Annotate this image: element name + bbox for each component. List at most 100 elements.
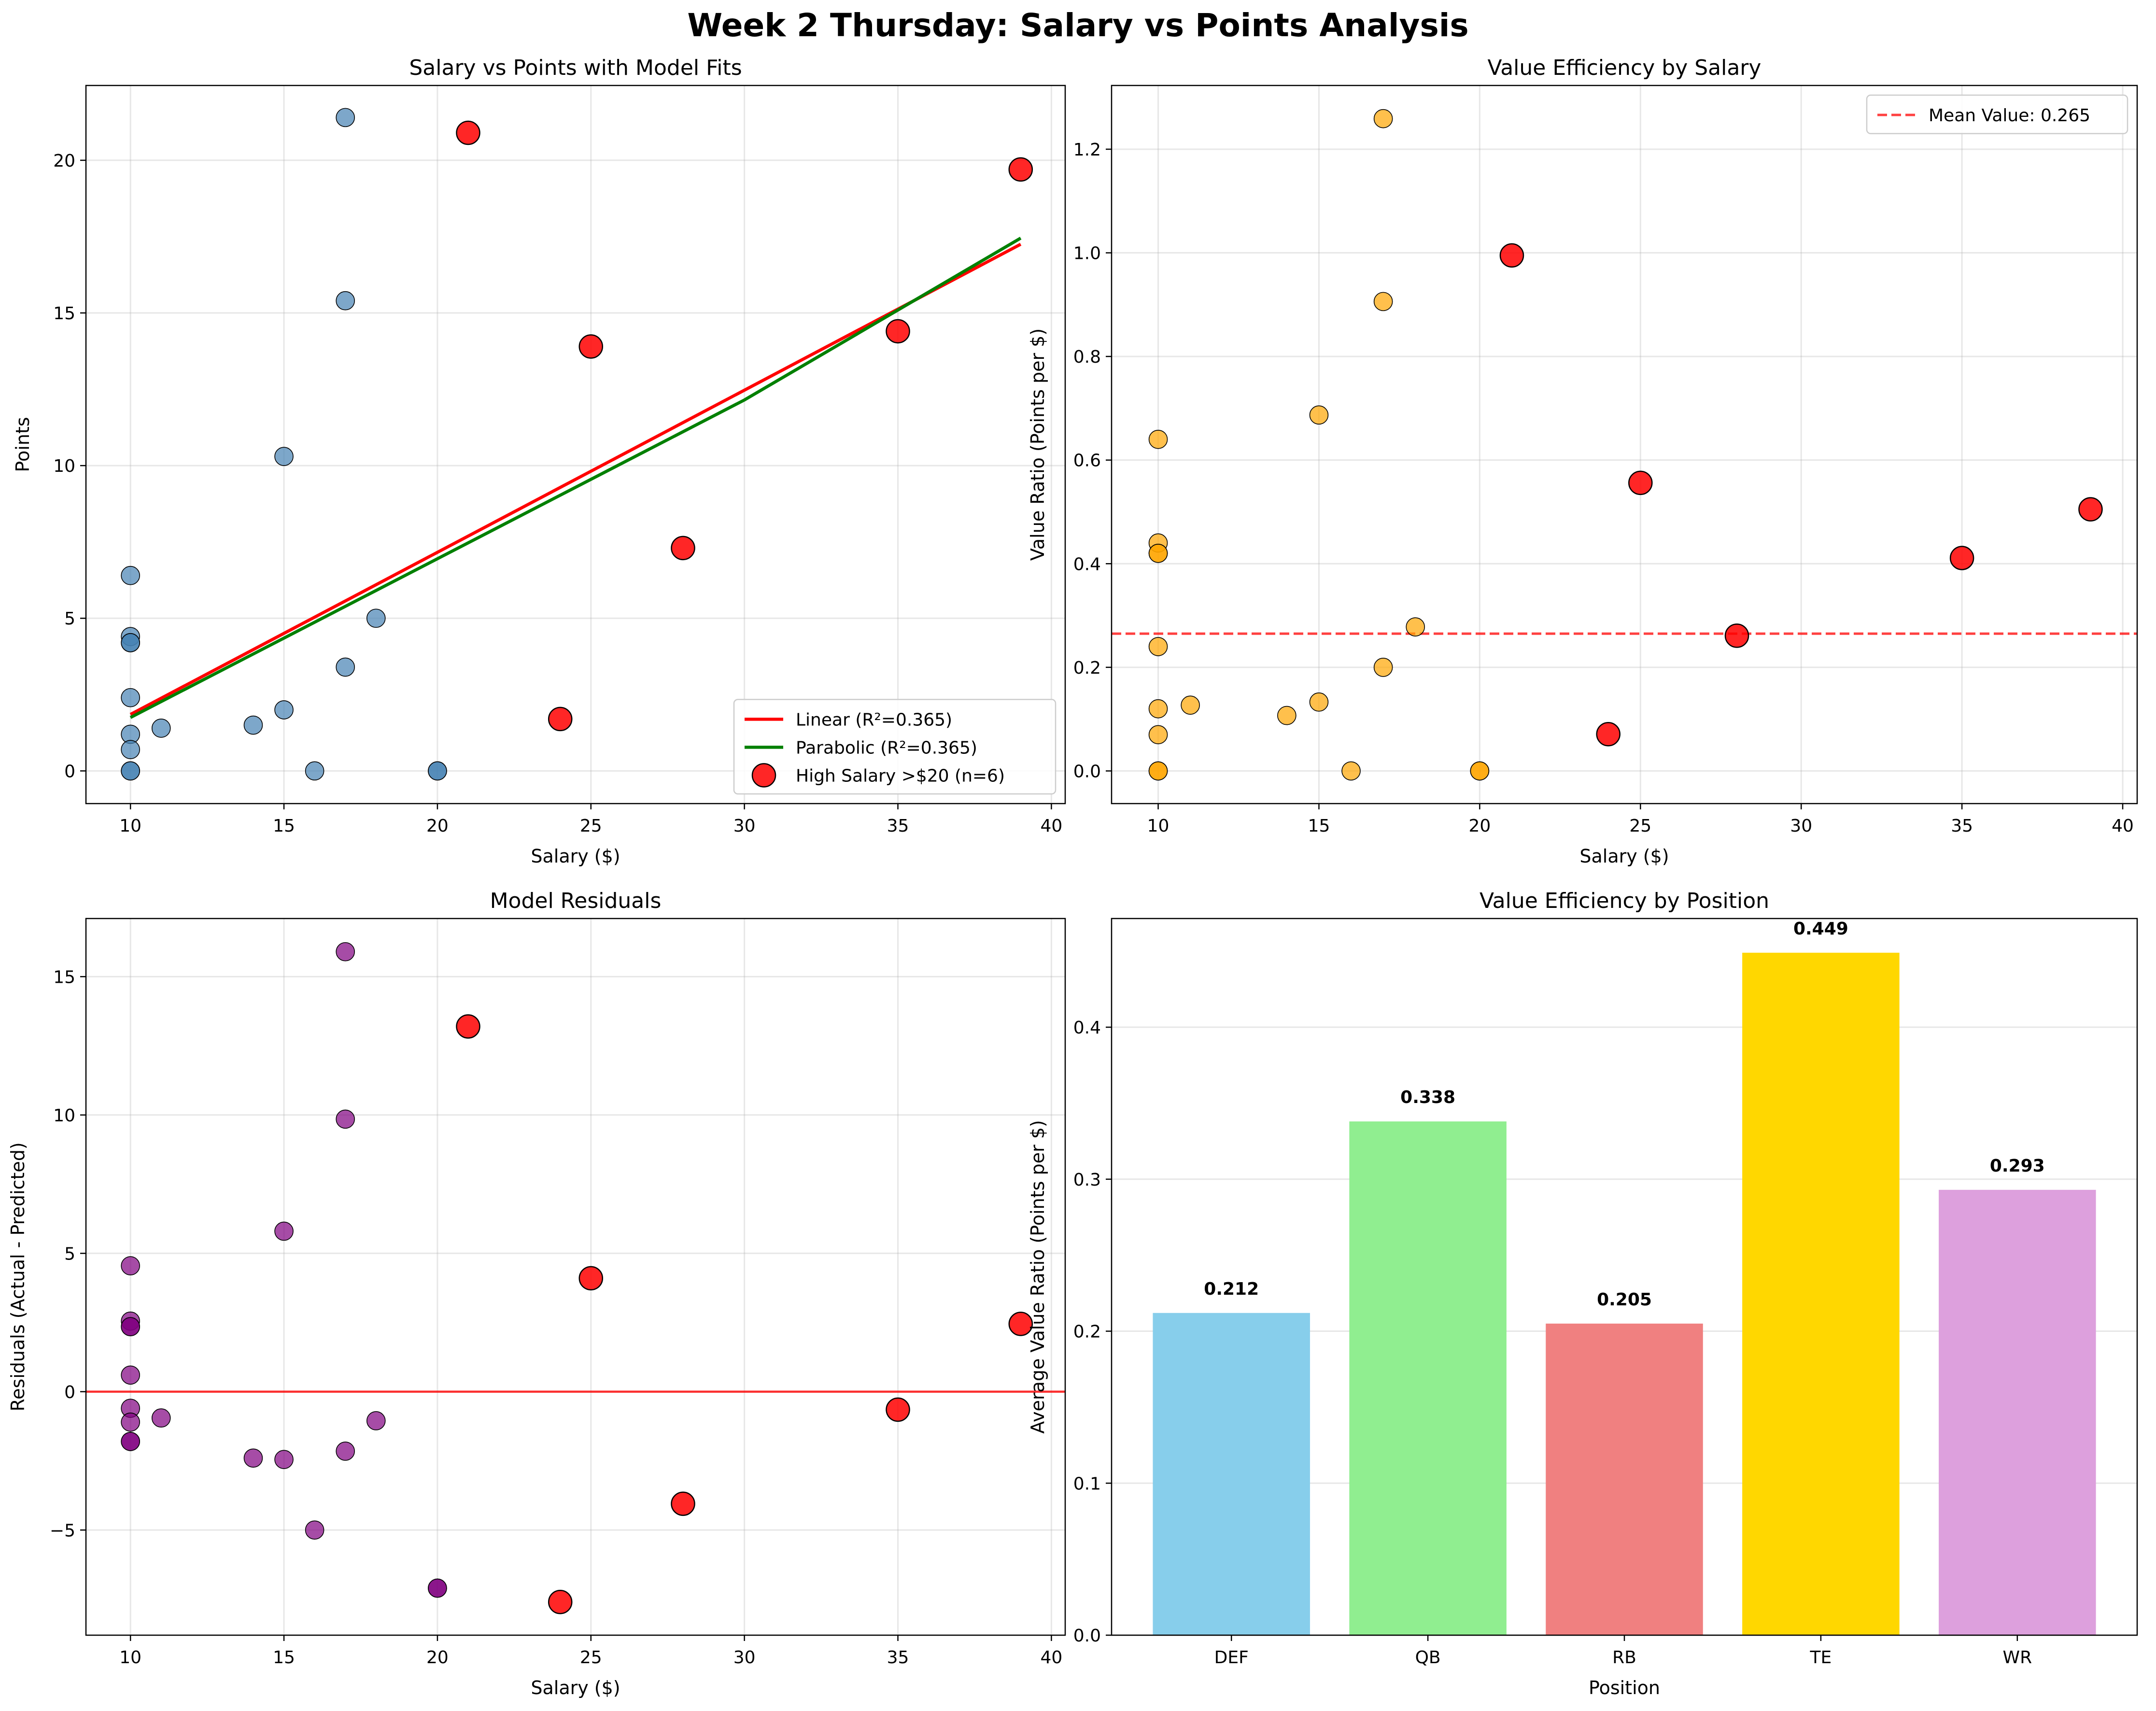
p1-axes: 10 15 20 25 30 35 40 0 5 10 15 20 Salary vs Points w… (12, 56, 1066, 867)
p4-bar-value-label: 0.293 (1990, 1156, 2045, 1176)
p2-highlight-point (1949, 546, 1974, 570)
p3-ytick-label: 5 (64, 1244, 75, 1264)
p1-legend-label: Parabolic (R²=0.365) (796, 738, 977, 758)
p3-xtick-label: 15 (273, 1648, 295, 1668)
p1-point (366, 608, 386, 628)
p2-ytick-label: 0.4 (1073, 554, 1101, 574)
p1-point (121, 566, 140, 585)
p3-frame (85, 918, 1066, 1636)
p1-fit-curve (129, 237, 1022, 719)
p1-ytick-label: 0 (64, 762, 75, 781)
p2-ytick-label: 0.0 (1073, 762, 1101, 781)
p2-highlight-point (1596, 721, 1621, 747)
p2-point (1406, 617, 1425, 636)
p3-xtick-label: 35 (887, 1648, 909, 1668)
p1-point (243, 715, 263, 735)
p2-highlight-point (1499, 243, 1524, 268)
p1-fit-line (129, 242, 1022, 716)
p2-frame (1111, 85, 2138, 805)
p3-axes: 10 15 20 25 30 35 40 −5 0 5 10 15 Model Residuals Sal… (7, 889, 1066, 1698)
p3-point (305, 1520, 324, 1540)
p2-ytick-label: 1.2 (1073, 140, 1101, 160)
p1-xtick-label: 35 (887, 816, 909, 836)
p4-xtick-label: TE (1810, 1648, 1832, 1668)
p3-point (336, 942, 355, 962)
p2-ylabel: Value Ratio (Points per $) (1027, 328, 1048, 561)
p3-point (243, 1448, 263, 1468)
p3-point (121, 1317, 140, 1336)
p3-point (121, 1432, 140, 1451)
p2-ytick-label: 0.8 (1073, 347, 1101, 367)
p4-ytick-label: 0.3 (1073, 1170, 1101, 1190)
p2-xtick-label: 35 (1951, 816, 1973, 836)
p4-ytick-label: 0.4 (1073, 1018, 1101, 1038)
p1-highlight-point (886, 319, 910, 344)
p1-point (428, 761, 447, 781)
p1-point (121, 633, 140, 652)
p2-point (1373, 292, 1393, 311)
p3-xtick-label: 25 (580, 1648, 602, 1668)
p3-point (121, 1256, 140, 1275)
p2-legend-label: Mean Value: 0.265 (1929, 106, 2090, 126)
p1-legend: Linear (R²=0.365) Parabolic (R²=0.365) Hig… (733, 699, 1057, 795)
p1-ytick-label: 15 (53, 304, 75, 324)
p2-point (1148, 725, 1168, 745)
figure-title: Week 2 Thursday: Salary vs Points Analys… (687, 7, 1469, 44)
p1-xtick-label: 15 (273, 816, 295, 836)
p1-xlabel: Salary ($) (531, 846, 620, 867)
p1-frame (85, 85, 1066, 805)
p1-title: Salary vs Points with Model Fits (409, 56, 742, 80)
p2-point (1373, 658, 1393, 677)
p2-xtick-label: 40 (2112, 816, 2134, 836)
p4-bar-value-label: 0.205 (1597, 1290, 1652, 1310)
p4-title: Value Efficiency by Position (1480, 889, 1769, 913)
p2-point (1148, 429, 1168, 449)
p3-highlight-point (578, 1266, 604, 1291)
p1-highlight-point (1008, 157, 1033, 182)
p4-ytick-label: 0.2 (1073, 1322, 1101, 1342)
p3-point (121, 1413, 140, 1432)
p1-xtick-label: 25 (580, 816, 602, 836)
p1-point (151, 719, 171, 738)
p4-bar-value-label: 0.449 (1793, 919, 1848, 939)
p4-frame (1111, 918, 2138, 1636)
p1-legend-swatch (751, 763, 776, 788)
p1-highlight-point (578, 334, 604, 359)
p1-point (336, 291, 355, 311)
p1-xtick-label: 40 (1040, 816, 1062, 836)
p2-point (1148, 699, 1168, 719)
p1-legend-box (733, 699, 1057, 795)
p3-ytick-label: 0 (64, 1383, 75, 1402)
p2-point (1148, 637, 1168, 656)
p2-point (1373, 109, 1393, 128)
p1-point (336, 108, 355, 127)
p2-highlight-point (1724, 623, 1749, 648)
p2-xtick-label: 15 (1308, 816, 1330, 836)
p1-point (336, 657, 355, 677)
p1-xtick-label: 10 (119, 816, 141, 836)
p2-ytick-label: 0.2 (1073, 658, 1101, 678)
p3-ylabel: Residuals (Actual - Predicted) (7, 1142, 28, 1411)
p3-highlight-point (886, 1397, 910, 1422)
p2-highlight-point (1628, 470, 1653, 495)
p3-ytick-label: 10 (53, 1106, 75, 1126)
p4-axes: 0.212 DEF 0.338 QB 0.205 RB 0.449 TE 0.293 WR 0.0 0… (1027, 889, 2138, 1698)
p4-xtick-label: QB (1415, 1648, 1441, 1668)
p3-xtick-label: 40 (1040, 1648, 1062, 1668)
p1-point (121, 740, 140, 759)
p3-point (274, 1221, 294, 1241)
p1-highlight-point (456, 120, 480, 145)
p2-point (1148, 761, 1168, 781)
p3-point (428, 1578, 447, 1598)
p1-legend-label: High Salary >$20 (n=6) (796, 766, 1005, 786)
p2-point (1277, 706, 1296, 725)
p3-point (336, 1109, 355, 1129)
p3-highlight-point (548, 1589, 573, 1614)
p3-xtick-label: 10 (119, 1648, 141, 1668)
p4-ylabel: Average Value Ratio (Points per $) (1027, 1120, 1048, 1433)
p2-xtick-label: 20 (1468, 816, 1491, 836)
p1-highlight-point (671, 536, 695, 561)
p1-ytick-label: 5 (64, 609, 75, 629)
p1-point (121, 761, 140, 781)
p3-highlight-point (456, 1014, 480, 1039)
